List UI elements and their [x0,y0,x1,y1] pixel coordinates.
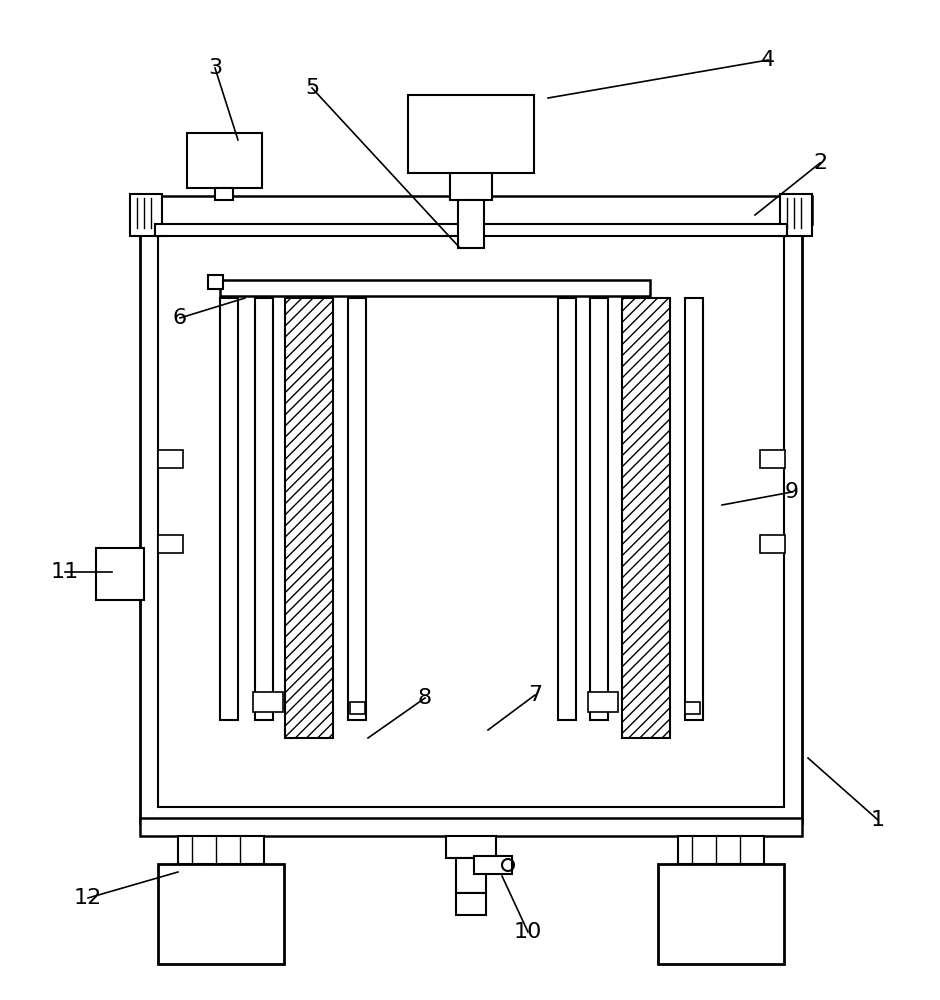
Bar [678,836,764,864]
Bar [187,133,262,188]
Text: 5: 5 [305,78,319,98]
Bar [158,235,784,807]
Bar [253,692,283,712]
Bar [760,450,785,468]
Bar [622,298,670,738]
Bar [456,858,486,893]
Bar [140,818,802,836]
Bar [130,194,162,236]
Bar [408,95,534,173]
Text: 7: 7 [528,685,542,705]
Bar [178,836,264,864]
Bar [158,864,284,964]
Bar [780,194,812,236]
Bar [474,856,512,874]
Bar [220,298,238,720]
Bar [446,836,496,858]
Text: 1: 1 [871,810,885,830]
Bar [155,224,787,236]
Text: 9: 9 [785,482,799,502]
Bar [96,548,144,600]
Text: 11: 11 [51,562,79,582]
Bar [456,893,486,915]
Bar [588,692,618,712]
Bar [220,280,650,296]
Bar [685,298,703,720]
Bar [590,298,608,720]
Bar [130,196,812,224]
Bar [760,535,785,553]
Text: 6: 6 [173,308,187,328]
Text: 8: 8 [418,688,432,708]
Bar [158,535,183,553]
Bar [558,298,576,720]
Bar [458,200,484,248]
Bar [450,170,492,200]
Bar [208,275,223,289]
Bar [658,864,784,964]
Text: 4: 4 [761,50,776,70]
Bar [158,450,183,468]
Bar [348,298,366,720]
Bar [140,218,802,823]
Text: 2: 2 [813,153,827,173]
Bar [255,298,273,720]
Bar [350,702,365,714]
Text: 3: 3 [208,58,222,78]
Bar [215,188,233,200]
Bar [285,298,333,738]
Text: 12: 12 [74,888,102,908]
Text: 10: 10 [514,922,542,942]
Bar [685,702,700,714]
